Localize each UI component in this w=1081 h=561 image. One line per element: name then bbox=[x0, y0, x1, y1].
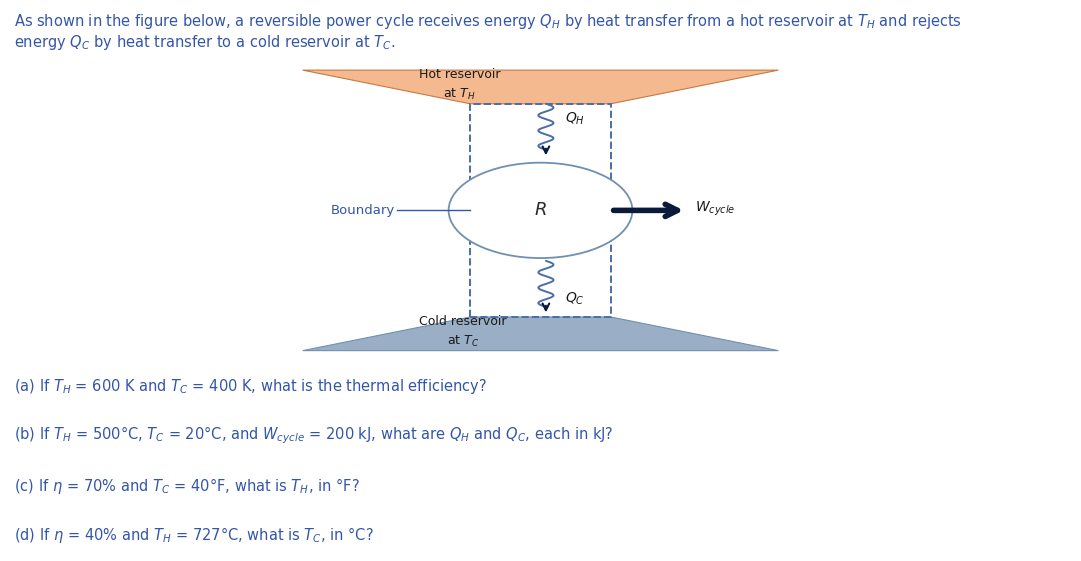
Text: (b) If $T_H$ = 500°C, $T_C$ = 20°C, and $W_{cycle}$ = 200 kJ, what are $Q_H$ and: (b) If $T_H$ = 500°C, $T_C$ = 20°C, and … bbox=[14, 424, 614, 446]
Text: (c) If $\eta$ = 70% and $T_C$ = 40°F, what is $T_H$, in °F?: (c) If $\eta$ = 70% and $T_C$ = 40°F, wh… bbox=[14, 476, 360, 496]
Text: As shown in the figure below, a reversible power cycle receives energy $Q_H$ by : As shown in the figure below, a reversib… bbox=[14, 12, 962, 31]
Text: (d) If $\eta$ = 40% and $T_H$ = 727°C, what is $T_C$, in °C?: (d) If $\eta$ = 40% and $T_H$ = 727°C, w… bbox=[14, 525, 374, 545]
Text: Hot reservoir
at $T_H$: Hot reservoir at $T_H$ bbox=[418, 68, 501, 102]
Text: $Q_C$: $Q_C$ bbox=[565, 290, 585, 307]
Circle shape bbox=[449, 163, 632, 258]
Bar bbox=[470, 104, 611, 317]
Polygon shape bbox=[303, 70, 778, 104]
Text: $W_{cycle}$: $W_{cycle}$ bbox=[695, 200, 735, 218]
Polygon shape bbox=[303, 317, 778, 351]
Text: R: R bbox=[534, 201, 547, 219]
Text: energy $Q_C$ by heat transfer to a cold reservoir at $T_C$.: energy $Q_C$ by heat transfer to a cold … bbox=[14, 33, 396, 52]
Text: $Q_H$: $Q_H$ bbox=[565, 111, 586, 127]
Text: Cold reservoir
at $T_C$: Cold reservoir at $T_C$ bbox=[419, 315, 506, 349]
Text: Boundary: Boundary bbox=[331, 204, 395, 217]
Text: (a) If $T_H$ = 600 K and $T_C$ = 400 K, what is the thermal efficiency?: (a) If $T_H$ = 600 K and $T_C$ = 400 K, … bbox=[14, 376, 486, 396]
